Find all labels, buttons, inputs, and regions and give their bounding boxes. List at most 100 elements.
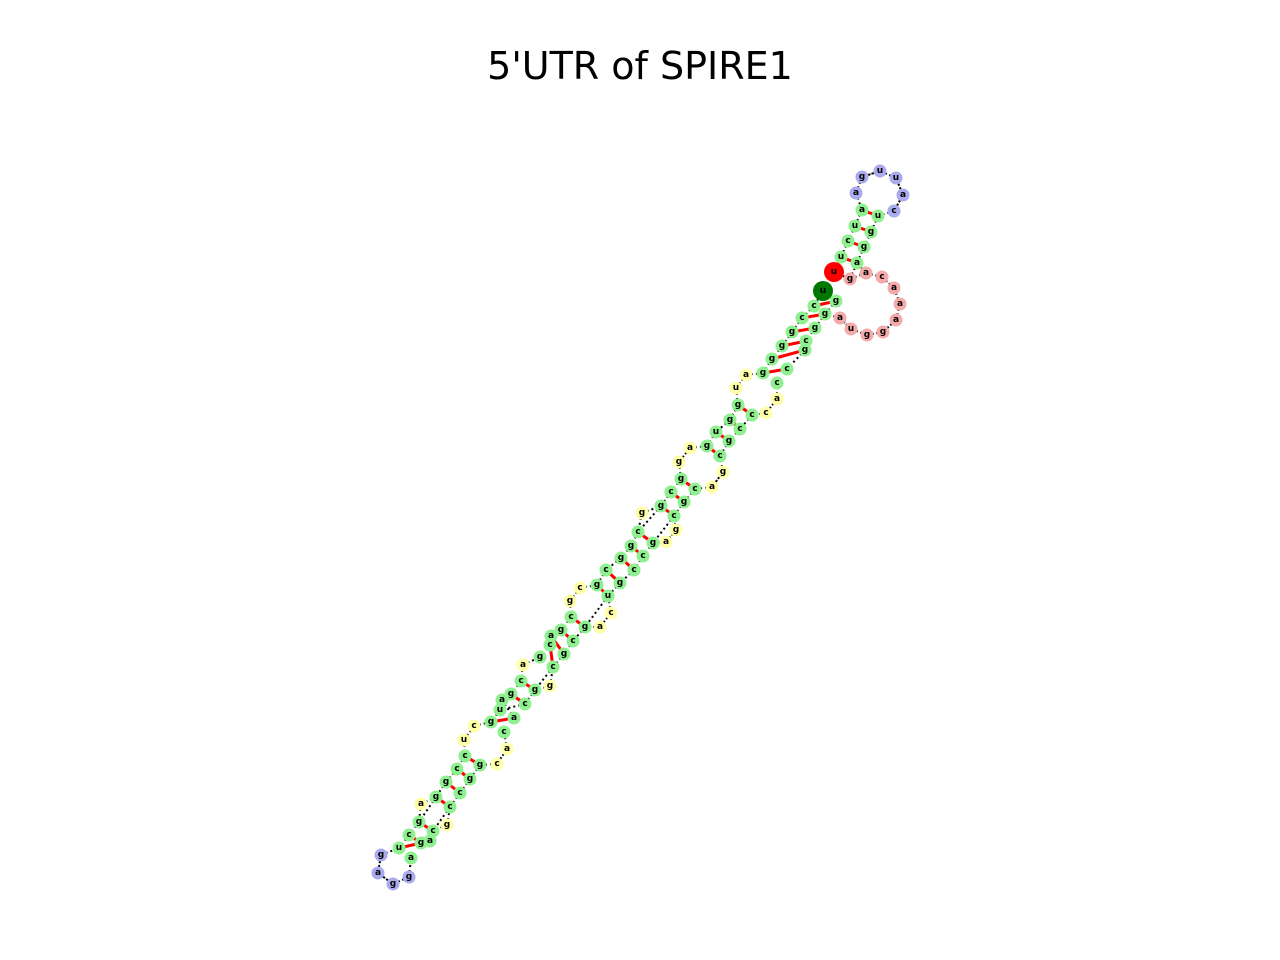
nucleotide-circle (795, 311, 809, 325)
nucleotide-letter: g (594, 580, 600, 590)
three-prime-end-nucleotide: u (813, 281, 833, 301)
nucleotide: g (722, 434, 736, 448)
nucleotide-circle (683, 441, 697, 455)
nucleotide: g (857, 240, 871, 254)
nucleotide-letter: a (687, 443, 693, 453)
nucleotide-letter: g (673, 525, 679, 535)
nucleotide-letter: g (789, 327, 795, 337)
nucleotide: a (739, 368, 753, 382)
nucleotide-letter: u (875, 211, 881, 221)
nucleotide-circle (739, 368, 753, 382)
nucleotide-letter: g (833, 296, 839, 306)
nucleotide-circle (613, 576, 627, 590)
nucleotide: a (893, 297, 907, 311)
nucleotide: c (733, 422, 747, 436)
nucleotide: a (896, 188, 910, 202)
nucleotide-letter: g (880, 327, 886, 337)
nucleotide-circle (497, 725, 511, 739)
nucleotide-circle (667, 509, 681, 523)
nucleotide: g (765, 352, 779, 366)
nucleotide-circle (672, 455, 686, 469)
nucleotide-circle (578, 620, 592, 634)
nucleotide-circle (392, 841, 406, 855)
nucleotide-circle (493, 703, 507, 717)
nucleotide-circle (414, 797, 428, 811)
nucleotide-circle (573, 581, 587, 595)
nucleotide-letter: g (418, 838, 424, 848)
nucleotide: g (402, 870, 416, 884)
nucleotide: g (614, 551, 628, 565)
nucleotide-circle (759, 406, 773, 420)
nucleotide-letter: g (650, 538, 656, 548)
nucleotide-letter: c (577, 583, 582, 593)
nucleotide-letter: g (864, 330, 870, 340)
nucleotide-letter: g (861, 242, 867, 252)
nucleotide-circle (824, 262, 844, 282)
nucleotide: c (795, 311, 809, 325)
nucleotide-circle (554, 623, 568, 637)
nucleotide-letter: c (494, 759, 499, 769)
nucleotide: g (484, 715, 498, 729)
nucleotide-circle (440, 818, 454, 832)
nucleotide-circle (807, 299, 821, 313)
nucleotide-circle (566, 634, 580, 648)
nucleotide: u (889, 171, 903, 185)
nucleotide-circle (849, 186, 863, 200)
nucleotide-circle (688, 482, 702, 496)
nucleotide-letter: g (639, 508, 645, 518)
nucleotide-circle (844, 322, 858, 336)
nucleotide-circle (458, 749, 472, 763)
nucleotide: g (463, 772, 477, 786)
nucleotide-letter: c (811, 301, 816, 311)
nucleotide: c (631, 525, 645, 539)
nucleotide: u (601, 589, 615, 603)
nucleotide: u (709, 425, 723, 439)
nucleotide-letter: u (396, 843, 402, 853)
nucleotide-circle (533, 650, 547, 664)
nucleotide: u (848, 219, 862, 233)
nucleotide-circle (386, 877, 400, 891)
nucleotide-circle (599, 563, 613, 577)
nucleotide-letter: u (831, 267, 837, 277)
nucleotide-circle (833, 311, 847, 325)
nucleotide: c (780, 362, 794, 376)
nucleotide: u (493, 703, 507, 717)
nucleotide-letter: c (749, 410, 754, 420)
nucleotide-letter: u (852, 221, 858, 231)
nucleotide-letter: c (518, 676, 523, 686)
nucleotide: a (507, 711, 521, 725)
nucleotide: u (392, 841, 406, 855)
nucleotide-letter: g (378, 850, 384, 860)
nucleotide-letter: a (774, 394, 780, 404)
nucleotide-letter: a (548, 631, 554, 641)
nucleotide-letter: c (737, 424, 742, 434)
nucleotide-letter: g (433, 792, 439, 802)
five-prime-end-nucleotide: u (824, 262, 844, 282)
nucleotide-letter: g (769, 354, 775, 364)
nucleotide: a (495, 693, 509, 707)
nucleotide-letter: g (859, 172, 865, 182)
nucleotide-letter: c (671, 511, 676, 521)
nucleotide-circle (631, 525, 645, 539)
nucleotide-letter: a (375, 868, 381, 878)
nucleotide-circle (798, 343, 812, 357)
nucleotide-letter: a (743, 370, 749, 380)
nucleotide-circle (507, 711, 521, 725)
nucleotide: a (500, 742, 514, 756)
nucleotide-letter: c (457, 788, 462, 798)
nucleotide-letter: a (408, 853, 414, 863)
nucleotide-letter: a (854, 258, 860, 268)
nucleotide: u (871, 209, 885, 223)
nucleotide: c (402, 828, 416, 842)
nucleotide: c (514, 674, 528, 688)
nucleotide-circle (500, 742, 514, 756)
nucleotide-letter: g (406, 872, 412, 882)
nucleotide-circle (593, 620, 607, 634)
nucleotide: u (729, 381, 743, 395)
nucleotide-letter: u (713, 427, 719, 437)
nucleotide-letter: a (418, 799, 424, 809)
nucleotide-letter: c (717, 451, 722, 461)
nucleotide-letter: u (733, 383, 739, 393)
nucleotide: g (829, 294, 843, 308)
